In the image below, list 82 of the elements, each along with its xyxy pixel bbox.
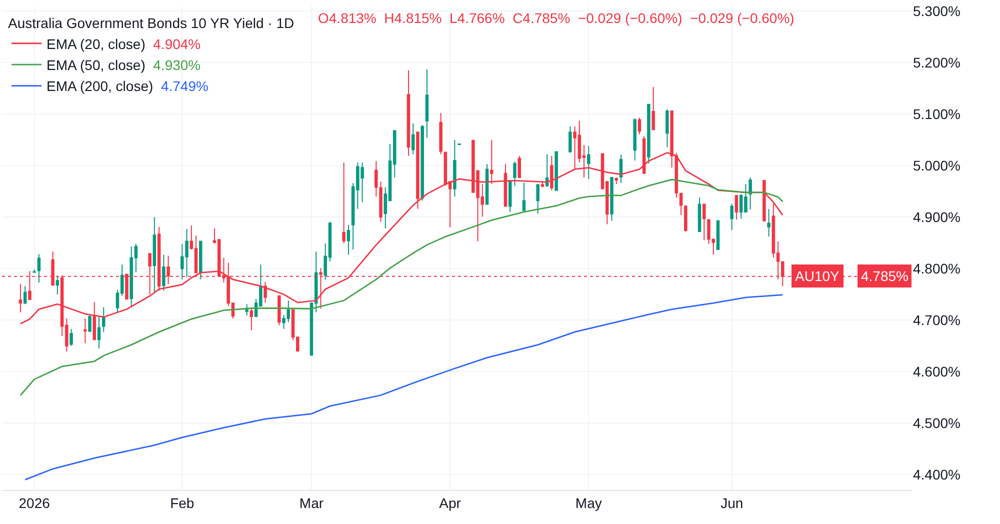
y-tick-label: 5.300% (913, 3, 960, 20)
candlestick (652, 86, 655, 130)
candlestick (522, 182, 526, 212)
x-tick-label: 2026 (18, 494, 50, 511)
candlestick (458, 142, 461, 146)
legend-label: EMA (20, close) 4.904% (46, 36, 201, 52)
y-tick-label: 4.800% (913, 260, 960, 276)
candlestick (88, 314, 92, 332)
candlestick (37, 254, 41, 283)
candlestick (568, 126, 572, 154)
annotation: 4.785% (861, 268, 908, 284)
candlestick (610, 176, 614, 222)
candlestick (536, 184, 540, 214)
candlestick (70, 328, 73, 346)
candlestick (374, 160, 378, 198)
x-tick-label: Apr (439, 494, 462, 511)
candlestick (762, 180, 766, 222)
candlestick (513, 161, 516, 186)
y-tick-label: 4.700% (913, 312, 960, 328)
candlestick (698, 197, 702, 232)
candlestick (633, 118, 636, 161)
line-series (20, 178, 784, 396)
candlestick (453, 139, 456, 198)
annotation: O4.813% H4.815% L4.766% C4.785% −0.029 (−0.60%) −0.029 (−0.60%) (318, 10, 794, 26)
candlestick (619, 154, 623, 184)
candlestick (199, 240, 202, 280)
candlestick (84, 318, 87, 344)
candlestick (638, 117, 642, 135)
candlestick (18, 284, 22, 313)
y-tick-label: 4.400% (913, 466, 960, 482)
x-tick-label: May (575, 494, 602, 511)
candlestick (56, 275, 60, 295)
candlestick (102, 306, 106, 332)
candlestick (518, 155, 521, 178)
candlestick (748, 176, 752, 210)
candlestick (508, 180, 512, 212)
candlestick (614, 176, 618, 185)
candlestick (485, 164, 489, 205)
candlestick (684, 204, 688, 232)
candlestick (554, 151, 558, 191)
y-tick-label: 4.500% (913, 414, 960, 431)
candlestick (734, 194, 738, 220)
candlestick (23, 286, 27, 305)
candlestick (504, 164, 508, 208)
candlestick (587, 146, 590, 180)
candlestick (342, 162, 346, 244)
line-series (24, 294, 784, 480)
y-tick-label: 5.100% (913, 106, 960, 122)
legend-label: EMA (200, close) 4.749% (46, 78, 208, 94)
candlestick (702, 204, 706, 241)
candlestick (540, 182, 544, 188)
legend-label: EMA (50, close) 4.930% (46, 57, 201, 74)
candlestick (420, 124, 424, 202)
candlestick (411, 122, 415, 155)
candlestick (32, 269, 36, 274)
y-tick-label: 4.600% (913, 363, 960, 380)
candlestick (162, 254, 166, 292)
y-tick-label: 5.000% (913, 158, 960, 174)
candlestick (406, 70, 410, 156)
candlestick (666, 108, 669, 148)
candlestick (647, 104, 650, 164)
x-tick-label: Feb (170, 494, 194, 511)
candlestick (379, 181, 382, 222)
candlestick (425, 68, 429, 138)
candlestick (97, 316, 101, 349)
candlestick (245, 304, 248, 316)
candlestick (550, 155, 554, 191)
candlestick (250, 306, 254, 331)
x-tick-label: Jun (720, 494, 744, 511)
candlestick (152, 216, 156, 293)
candlestick (716, 220, 720, 250)
candlestick (545, 154, 549, 188)
y-tick-label: 5.200% (913, 54, 960, 71)
candlestick (346, 224, 350, 256)
x-tick-label: Mar (299, 494, 324, 511)
candlestick (264, 281, 267, 304)
ref-line-label: AU10Y (795, 268, 840, 284)
text: Australia Government Bonds 10 YR Yield · 1D (8, 15, 294, 32)
candlestick (730, 203, 734, 230)
y-tick-label: 4.900% (913, 209, 960, 226)
candlestick (767, 208, 770, 238)
candlestick (439, 112, 442, 155)
